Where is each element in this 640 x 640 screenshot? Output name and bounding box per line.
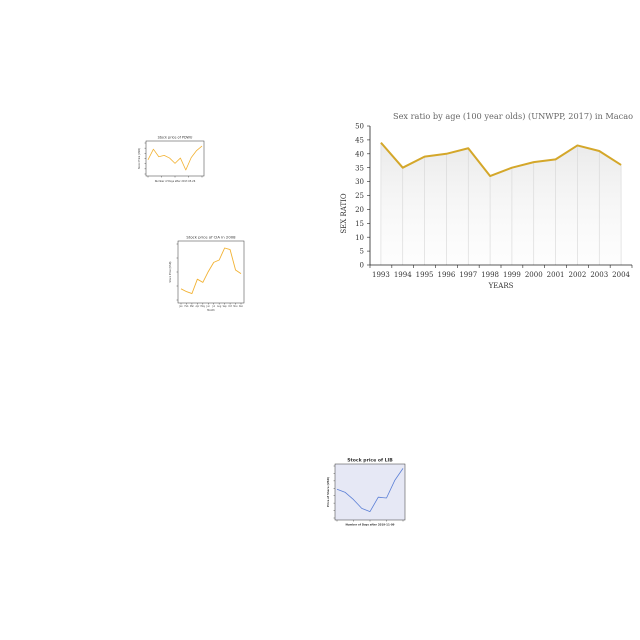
x-tick-label: Jul — [211, 305, 215, 308]
chart-pdwu: Stock price of PDWU Number of Days after … — [136, 132, 206, 188]
area-fill — [380, 142, 622, 265]
plot-background — [335, 464, 405, 520]
plot-frame — [145, 140, 205, 177]
y-tick-label: 40 — [355, 150, 364, 158]
x-tick-label: 1996 — [438, 271, 456, 279]
chart-lib: Stock price of LIB Number of Days after 2… — [326, 456, 410, 530]
chart-cia-svg: Stock price of CIA in 2008 Month Stock Pri… — [169, 235, 245, 312]
x-tick-label: 1994 — [394, 271, 412, 279]
x-tick-label: 1993 — [372, 271, 390, 279]
x-tick-label: Aug — [217, 305, 222, 308]
y-tick-label: 10 — [355, 234, 364, 242]
y-tick-label: 20 — [355, 206, 364, 214]
y-tick-label: 50 — [355, 123, 364, 131]
x-tick-label: Dec — [239, 305, 244, 308]
chart-title: Stock price of PDWU — [158, 136, 193, 140]
x-tick-label: Mar — [190, 305, 194, 308]
chart-macao-svg: Sex ratio by age (100 year olds) (UNWPP,… — [340, 111, 633, 290]
series-line — [380, 142, 622, 178]
y-tick-label: 25 — [355, 192, 364, 200]
x-tick-label: May — [201, 305, 206, 308]
y-tick-label: 35 — [355, 164, 364, 172]
plot-frame — [177, 240, 245, 304]
chart-pdwu-svg: Stock price of PDWU Number of Days after … — [138, 136, 205, 183]
x-tick-label: 2003 — [590, 271, 608, 279]
x-tick-label: Oct — [228, 305, 232, 308]
y-axis-label: Stock Price (USD) — [138, 148, 141, 169]
x-tick-label: Jun — [206, 305, 211, 308]
x-tick-label: Jan — [178, 305, 183, 308]
y-tick-label: 30 — [355, 178, 364, 186]
x-tick-label: 1998 — [481, 271, 499, 279]
x-tick-label: 1997 — [459, 271, 477, 279]
x-tick-label: 1995 — [416, 271, 434, 279]
x-tick-label: 2002 — [569, 271, 587, 279]
chart-lib-svg: Stock price of LIB Number of Days after 2… — [326, 458, 406, 527]
x-axis-label: Month — [207, 309, 215, 312]
x-tick-label: 2004 — [612, 271, 630, 279]
y-tick-label: 45 — [355, 137, 364, 145]
x-tick-label: Nov — [233, 305, 238, 308]
x-tick-label: Sep — [223, 305, 228, 308]
chart-title: Sex ratio by age (100 year olds) (UNWPP,… — [393, 111, 633, 121]
series-line — [147, 145, 203, 171]
y-tick-label: 15 — [355, 220, 364, 228]
x-axis-label: Number of Days after 2019-11-09 — [346, 523, 395, 527]
x-tick-label: 2001 — [547, 271, 565, 279]
series-line — [180, 247, 242, 295]
y-tick-label: 5 — [360, 248, 364, 256]
x-tick-label: Feb — [185, 305, 189, 308]
chart-macao-sex-ratio: Sex ratio by age (100 year olds) (UNWPP,… — [330, 104, 633, 290]
x-tick-label: Apr — [195, 305, 199, 308]
x-tick-label: 2000 — [525, 271, 543, 279]
y-tick-label: 0 — [360, 262, 364, 270]
chart-cia: Stock price of CIA in 2008 Month Stock Pri… — [168, 234, 250, 314]
chart-title: Stock price of CIA in 2008 — [186, 235, 236, 240]
y-axis-label: Stock Price (USD) — [169, 261, 172, 282]
x-tick-label: 1999 — [503, 271, 521, 279]
x-axis-label: Number of Days after 2017-05-26 — [155, 180, 196, 183]
x-axis-label: YEARS — [488, 282, 514, 290]
chart-title: Stock price of LIB — [347, 458, 393, 464]
y-axis-label: Price of Share (USD) — [326, 477, 330, 507]
y-axis-label: SEX RATIO — [340, 193, 348, 233]
